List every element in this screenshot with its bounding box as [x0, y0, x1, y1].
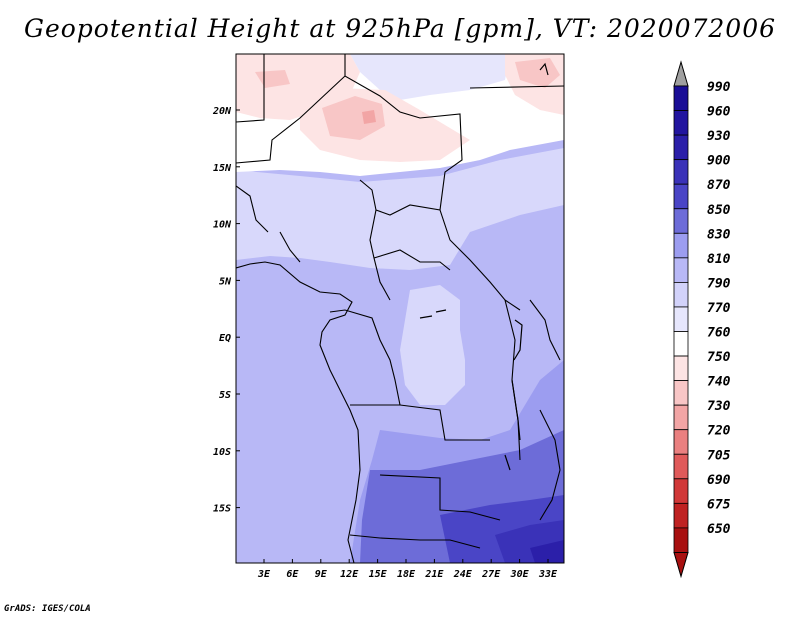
colorbar-swatch — [673, 429, 689, 455]
lon-label: 12E — [340, 569, 359, 580]
colorbar-swatch — [673, 85, 689, 111]
lon-label: 30E — [510, 569, 530, 580]
lon-label: 21E — [424, 569, 444, 580]
colorbar-swatch — [673, 453, 689, 480]
lat-label: 5S — [219, 390, 231, 401]
colorbar-label: 705 — [707, 448, 731, 463]
colorbar-label: 930 — [707, 129, 731, 144]
lon-label: 15E — [369, 569, 388, 580]
map-panel — [236, 54, 564, 563]
colorbar-arrow-bottom — [673, 551, 689, 579]
field-770-belt — [236, 148, 564, 270]
colorbar-swatch — [673, 306, 689, 332]
colorbar-swatch — [673, 110, 689, 136]
colorbar-label: 960 — [707, 105, 731, 120]
field-740-ne — [515, 58, 560, 88]
colorbar-swatch — [673, 502, 689, 529]
colorbar: 990 960 930 900 870 850 830 810 790 770 760 750 740 7… — [673, 60, 731, 579]
colorbar-label: 730 — [707, 399, 731, 414]
colorbar-label: 830 — [707, 227, 731, 242]
colorbar-swatch — [673, 404, 689, 431]
lon-label: 27E — [481, 569, 501, 580]
colorbar-label: 675 — [707, 497, 731, 512]
field-790-congo — [400, 285, 465, 405]
lat-label: 15S — [213, 504, 231, 515]
colorbar-swatch — [673, 478, 689, 504]
colorbar-swatch — [673, 134, 689, 161]
colorbar-label: 990 — [707, 80, 731, 95]
lat-label: 15N — [213, 163, 232, 174]
lon-label: 9E — [315, 569, 328, 580]
colorbar-swatch — [673, 355, 689, 381]
lat-axis: 20N 15N 10N 5N EQ 5S 10S 15S — [212, 106, 240, 515]
colorbar-label: 760 — [707, 326, 731, 341]
lon-label: 33E — [538, 569, 558, 580]
colorbar-label: 790 — [707, 276, 731, 291]
field-770-top — [350, 54, 510, 100]
colorbar-swatch — [673, 527, 689, 553]
lat-label: EQ — [219, 333, 231, 344]
colorbar-label: 850 — [707, 203, 731, 218]
colorbar-arrow-top — [673, 60, 689, 87]
colorbar-swatch — [673, 281, 689, 308]
colorbar-swatch — [673, 257, 689, 283]
grads-credit: GrADS: IGES/COLA — [4, 604, 91, 614]
colorbar-label: 740 — [707, 375, 731, 390]
colorbar-label: 870 — [707, 178, 731, 193]
lat-label: 20N — [212, 106, 232, 117]
colorbar-swatch — [673, 208, 689, 234]
lat-label: 10N — [213, 220, 232, 231]
colorbar-swatch — [673, 159, 689, 185]
colorbar-swatch — [673, 183, 689, 210]
field-730-center — [362, 110, 376, 124]
lon-label: 6E — [286, 569, 299, 580]
field-740-center — [322, 96, 385, 140]
colorbar-label: 720 — [707, 424, 731, 439]
colorbar-label: 810 — [707, 252, 731, 267]
lon-label: 18E — [397, 569, 416, 580]
lat-label: 10S — [213, 447, 231, 458]
lon-label: 3E — [257, 569, 271, 580]
colorbar-label: 750 — [707, 350, 731, 365]
colorbar-label: 650 — [707, 522, 731, 537]
colorbar-swatch — [673, 380, 689, 406]
colorbar-swatch — [673, 232, 689, 259]
lakes — [419, 62, 549, 471]
colorbar-swatch — [673, 331, 689, 357]
map-frame — [235, 53, 565, 564]
lon-label: 24E — [453, 569, 473, 580]
field-930-south — [530, 540, 564, 563]
colorbar-label: 770 — [707, 301, 731, 316]
chart-title: Geopotential Height at 925hPa [gpm], VT:… — [23, 14, 777, 43]
lon-axis: 3E 6E 9E 12E 15E 18E 21E 24E 27E 30E 33E — [257, 559, 558, 580]
colorbar-label: 900 — [707, 154, 731, 169]
country-borders — [236, 54, 564, 563]
lat-label: 5N — [219, 276, 232, 287]
colorbar-label: 690 — [707, 473, 731, 488]
